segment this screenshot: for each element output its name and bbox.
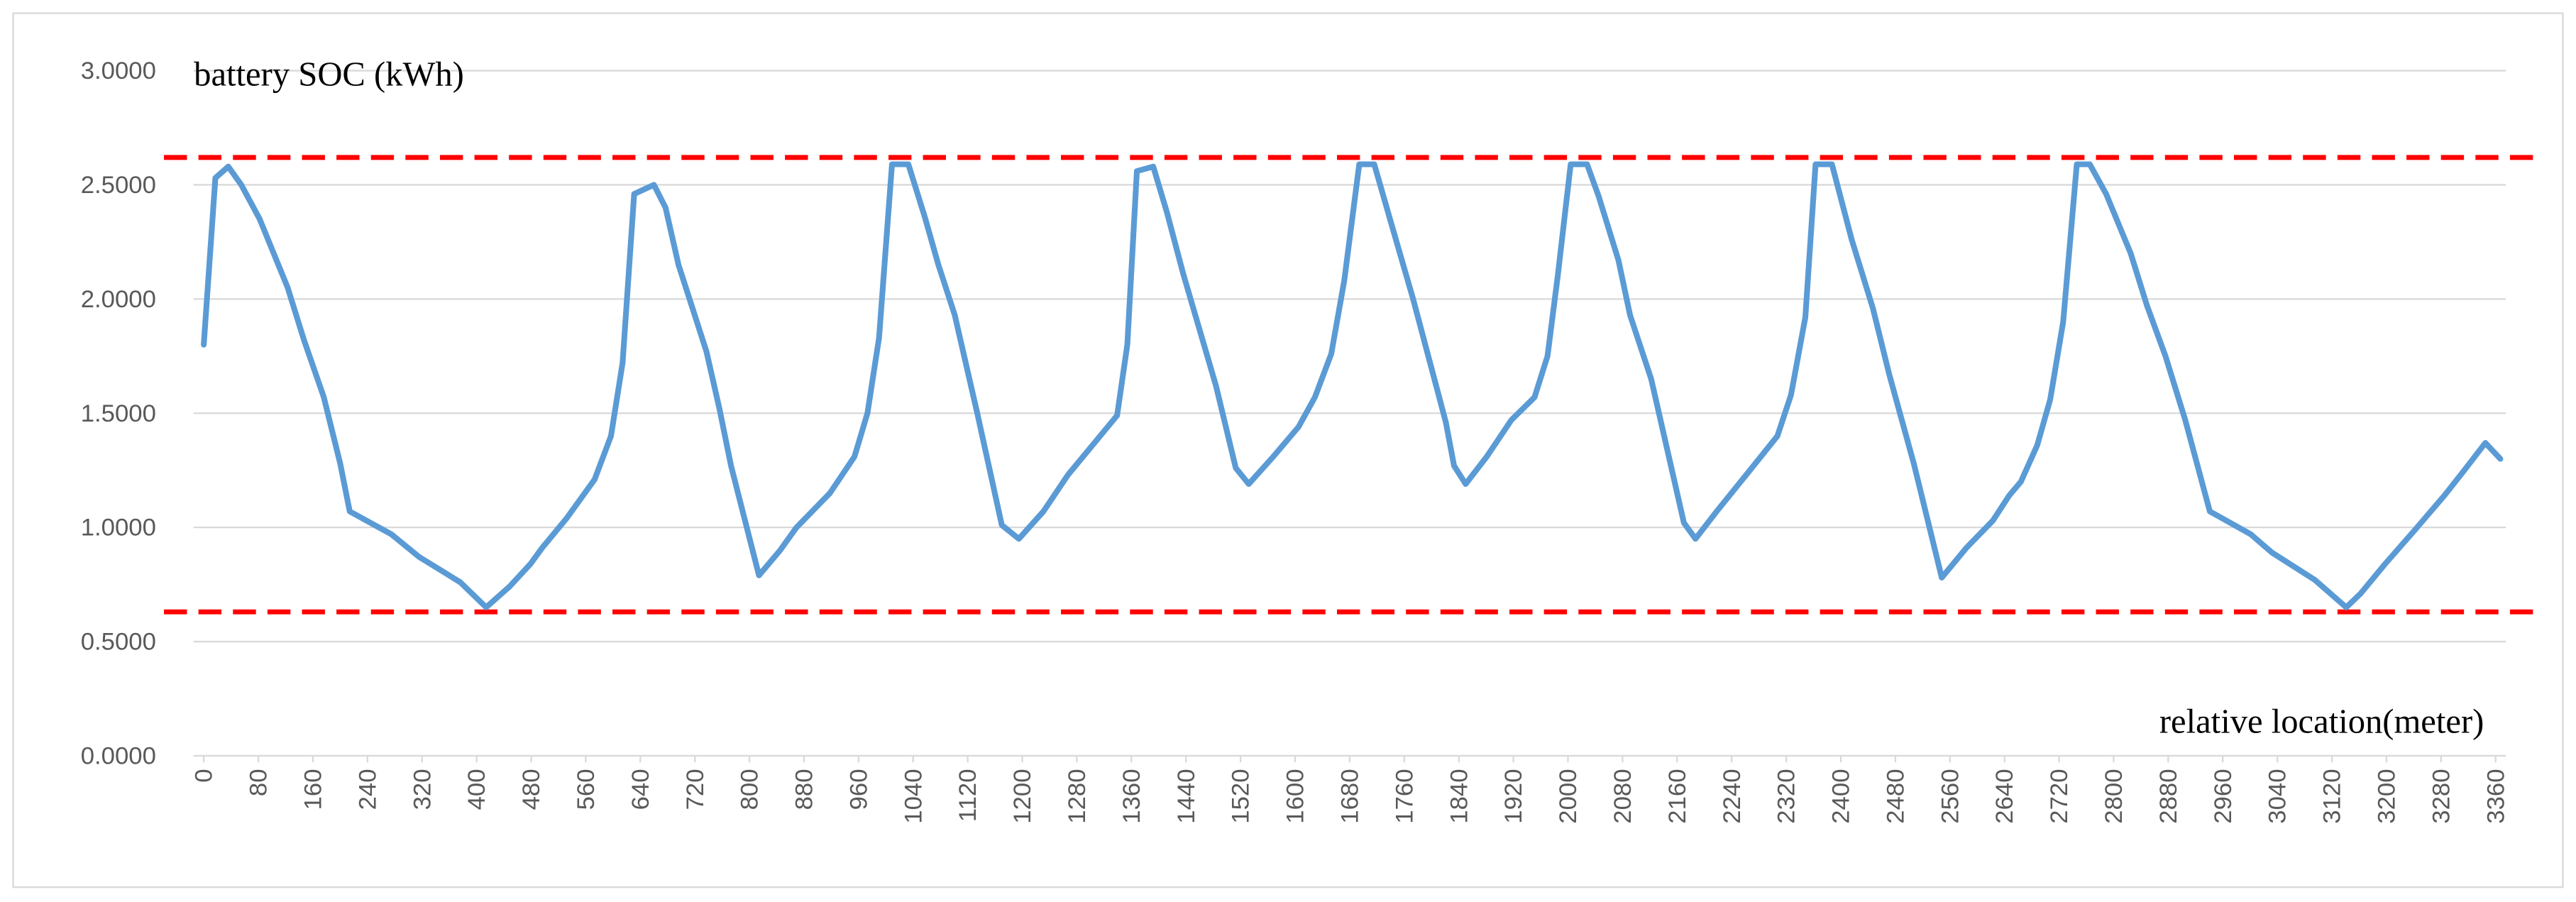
x-tick-label: 880 (791, 769, 818, 810)
x-tick-label: 800 (737, 769, 764, 810)
x-tick-label: 2800 (2101, 769, 2128, 823)
x-tick-label: 240 (354, 769, 381, 810)
x-axis-label: relative location(meter) (2159, 703, 2484, 741)
y-tick-label: 0.5000 (81, 629, 156, 656)
x-tick-label: 2720 (2046, 769, 2073, 823)
x-tick-label: 1120 (954, 769, 981, 822)
x-tick-label: 160 (299, 769, 326, 810)
x-tick-label: 2960 (2210, 769, 2237, 823)
x-tick-label: 1920 (1500, 769, 1527, 823)
x-tick-label: 1040 (900, 769, 927, 823)
x-tick-label: 2240 (1719, 769, 1746, 823)
x-tick-label: 720 (682, 769, 709, 810)
x-tick-label: 2400 (1828, 769, 1855, 823)
x-tick-label: 2480 (1882, 769, 1909, 823)
plot-area (164, 155, 2536, 615)
x-tick-label: 2880 (2155, 769, 2182, 823)
x-tick-label: 3200 (2374, 769, 2401, 823)
y-tick-label: 1.0000 (81, 515, 156, 541)
x-tick-label: 2560 (1937, 769, 1964, 823)
x-tick-label: 1200 (1009, 769, 1036, 823)
y-tick-label: 2.0000 (81, 286, 156, 313)
x-tick-label: 320 (409, 769, 436, 810)
x-tick-label: 2160 (1664, 769, 1691, 823)
x-tick-label: 1680 (1337, 769, 1364, 823)
x-tick-label: 1840 (1446, 769, 1473, 823)
x-tick-label: 3120 (2319, 769, 2346, 823)
chart-title: battery SOC (kWh) (194, 55, 464, 93)
x-tick-label: 1600 (1282, 769, 1309, 823)
y-tick-label: 3.0000 (81, 57, 156, 84)
x-tick-label: 2080 (1609, 769, 1636, 823)
data-line (201, 161, 2504, 610)
x-tick-label: 2000 (1555, 769, 1582, 823)
x-tick-label: 3280 (2428, 769, 2455, 823)
x-tick-label: 1280 (1064, 769, 1091, 823)
y-tick-label: 1.5000 (81, 400, 156, 427)
x-tick-label: 1360 (1118, 769, 1145, 823)
x-tick-label: 960 (845, 769, 872, 810)
x-tick-label: 1520 (1228, 769, 1255, 823)
y-tick-label: 2.5000 (81, 172, 156, 199)
x-tick-label: 480 (518, 769, 545, 810)
x-tick-label: 1440 (1173, 769, 1200, 823)
x-tick-label: 3360 (2482, 769, 2509, 823)
x-tick-label: 80 (246, 769, 273, 796)
x-tick-label: 2640 (1991, 769, 2018, 823)
x-tick-label: 560 (573, 769, 600, 810)
grid (193, 70, 2506, 757)
x-tick-label: 400 (463, 769, 490, 810)
x-tick-label: 0 (191, 769, 218, 782)
y-tick-label: 0.0000 (81, 743, 156, 770)
x-tick-label: 640 (627, 769, 654, 810)
x-tick-label: 3040 (2264, 769, 2291, 823)
x-tick-label: 1760 (1391, 769, 1418, 823)
x-tick-label: 2320 (1773, 769, 1800, 823)
